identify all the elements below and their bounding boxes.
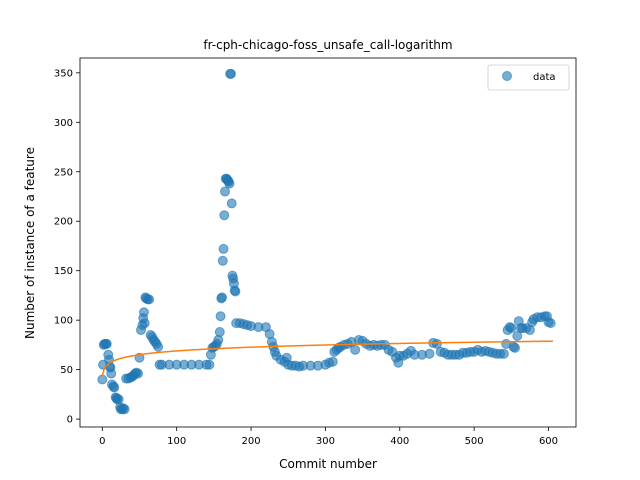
data-point xyxy=(224,178,235,189)
data-point xyxy=(215,311,226,322)
plot-frame xyxy=(79,57,577,428)
data-point xyxy=(498,348,509,359)
legend-label-data: data xyxy=(533,72,556,83)
data-point xyxy=(218,243,229,254)
y-tick-label: 150 xyxy=(54,266,73,277)
x-axis-label: Commit number xyxy=(279,457,377,471)
y-tick-label: 300 xyxy=(54,118,73,129)
data-point xyxy=(219,210,230,221)
data-point xyxy=(431,338,442,349)
y-tick-label: 350 xyxy=(54,68,73,79)
y-axis: 0 50 100 150 200 250 300 350 xyxy=(54,68,80,426)
data-point xyxy=(512,330,523,341)
data-point xyxy=(119,404,130,415)
x-tick-label: 0 xyxy=(99,436,105,447)
x-tick-label: 400 xyxy=(390,436,409,447)
legend-box xyxy=(487,64,570,91)
legend: data xyxy=(487,64,570,91)
y-tick-label: 100 xyxy=(54,316,73,327)
data-point xyxy=(506,323,517,334)
data-point xyxy=(204,359,215,370)
data-point xyxy=(109,382,120,393)
data-point xyxy=(144,294,155,305)
y-axis-label: Number of instance of a feature xyxy=(23,147,37,339)
data-point xyxy=(133,368,143,379)
y-tick-label: 0 xyxy=(67,415,73,426)
data-point xyxy=(217,292,228,303)
data-point xyxy=(350,344,361,355)
chart-title: fr-cph-chicago-foss_unsafe_call-logarith… xyxy=(203,38,452,52)
data-point xyxy=(327,356,338,367)
x-tick-label: 500 xyxy=(465,436,484,447)
y-tick-label: 250 xyxy=(54,167,73,178)
y-tick-label: 50 xyxy=(60,365,73,376)
data-point xyxy=(153,341,164,352)
data-point xyxy=(220,186,231,197)
data-point xyxy=(225,68,236,79)
fit-curve xyxy=(101,340,553,377)
data-point xyxy=(545,318,556,329)
data-point xyxy=(97,374,108,385)
data-point xyxy=(101,338,112,349)
x-axis: 0 100 200 300 400 500 600 xyxy=(99,427,558,447)
data-point xyxy=(226,198,237,209)
data-point xyxy=(510,342,521,353)
data-point xyxy=(424,348,435,359)
x-tick-label: 200 xyxy=(241,436,260,447)
data-point xyxy=(138,307,149,318)
data-point xyxy=(106,368,117,379)
data-point xyxy=(217,255,228,266)
y-tick-label: 200 xyxy=(54,217,73,228)
x-tick-label: 300 xyxy=(316,436,335,447)
data-point xyxy=(230,286,241,297)
x-tick-label: 600 xyxy=(539,436,558,447)
x-tick-label: 100 xyxy=(167,436,186,447)
data-point xyxy=(214,327,225,338)
data-point xyxy=(139,318,150,329)
plot-points xyxy=(97,68,556,415)
legend-marker xyxy=(502,71,512,81)
